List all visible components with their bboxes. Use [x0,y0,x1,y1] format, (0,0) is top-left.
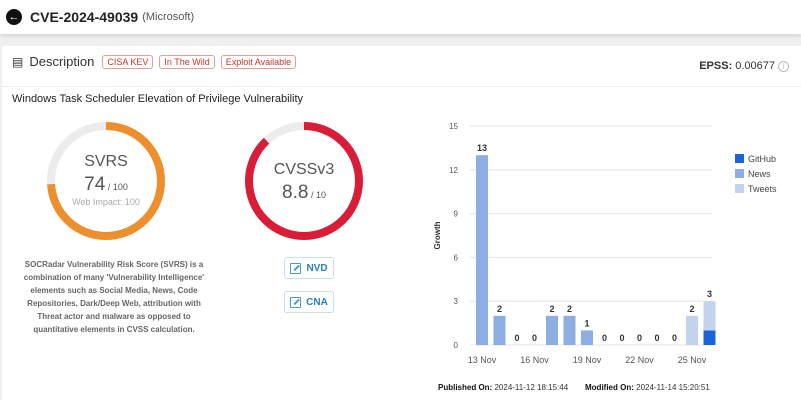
nvd-link-button[interactable]: NVD [284,257,334,279]
y-tick-label: 15 [449,122,458,131]
x-tick-label: 25 Nov [678,355,707,365]
data-label: 2 [497,304,502,314]
legend-tweets[interactable]: Tweets [735,181,777,196]
bar-news [476,155,488,345]
bar-news [546,315,558,345]
bar-tweets [703,301,716,331]
y-tick-label: 0 [454,341,459,350]
bar-github [703,330,716,345]
data-label: 1 [584,318,589,328]
y-tick-label: 12 [449,166,458,175]
cna-link-button[interactable]: CNA [284,291,334,313]
data-label: 0 [619,333,624,343]
description-header: ▤ Description CISA KEV In The Wild Explo… [12,54,302,69]
chart-legend: GitHub News Tweets [735,151,777,196]
data-label: 0 [532,333,537,343]
legend-github[interactable]: GitHub [735,151,777,166]
bar-news [493,315,506,345]
info-icon[interactable]: i [778,60,789,72]
y-tick-label: 6 [454,253,459,262]
vulnerability-title: Windows Task Scheduler Elevation of Priv… [12,93,304,105]
nvd-label: NVD [306,262,328,274]
arrow-left-icon: ← [8,11,20,23]
cvss-max: / 10 [310,190,326,200]
bar-news [581,330,593,345]
y-axis-label: Growth [433,221,442,249]
published-date: 2024-11-12 18:15:44 [494,383,569,392]
svrs-score: 74 [84,174,106,195]
bar-tweets [686,315,698,345]
data-label: 2 [689,304,694,314]
data-label: 3 [707,289,712,299]
epss: EPSS: 0.00677 i [699,60,789,72]
y-tick-label: 3 [454,297,459,306]
svrs-description: SOCRadar Vulnerability Risk Score (SVRS)… [23,260,205,334]
legend-news[interactable]: News [735,166,777,181]
data-label: 0 [654,333,659,343]
growth-chart: 0 3 6 9 12 15 Growth 13 13 Nov 2 0 0 16 Nov 2 2 1 19 Nov… [433,122,716,365]
tag-cisa-kev: CISA KEV [102,54,154,69]
cvss-arc [245,122,363,240]
svrs-arc [47,122,165,240]
list-icon: ▤ [12,54,24,69]
x-tick-label: 13 Nov [468,355,497,365]
published-on: Published On: 2024-11-12 18:15:44 [438,383,569,392]
data-label: 0 [602,333,607,343]
svrs-max: / 100 [107,182,128,192]
vendor: (Microsoft) [142,11,195,23]
tag-in-the-wild: In The Wild [159,54,215,69]
cvss-gauge: CVSSv3 8.8 / 10 [244,121,364,241]
data-label: 2 [549,304,554,314]
data-label: 2 [567,304,572,314]
data-label: 0 [672,333,677,343]
top-bar: ← CVE-2024-49039 (Microsoft) [0,0,801,34]
cve-id: CVE-2024-49039 [30,9,139,25]
x-tick-label: 16 Nov [520,355,549,365]
epss-label: EPSS: [699,60,733,72]
divider [2,86,801,87]
web-impact: Web Impact: 100 [72,197,140,207]
back-button[interactable]: ← [6,9,22,25]
bar-news [563,315,576,345]
external-link-icon [290,262,302,274]
data-label: 0 [637,333,642,343]
y-tick-label: 9 [454,210,459,219]
data-label: 0 [514,333,519,343]
cna-label: CNA [306,296,328,308]
modified-date: 2024-11-14 15:20:51 [636,383,710,392]
cvss-label: CVSSv3 [273,161,335,178]
svrs-label: SVRS [84,153,128,170]
description-label: Description [29,54,95,69]
tag-exploit-available: Exploit Available [220,54,297,69]
epss-value: 0.00677 [735,60,775,72]
svrs-gauge: SVRS 74 / 100 Web Impact: 100 [46,121,166,241]
x-tick-label: 22 Nov [625,355,654,365]
external-link-icon [290,296,302,308]
data-label: 13 [477,143,487,153]
cvss-score: 8.8 [282,182,309,203]
description-card: ▤ Description CISA KEV In The Wild Explo… [2,46,801,400]
x-tick-label: 19 Nov [573,355,602,365]
modified-on: Modified On: 2024-11-14 15:20:51 [585,383,710,392]
